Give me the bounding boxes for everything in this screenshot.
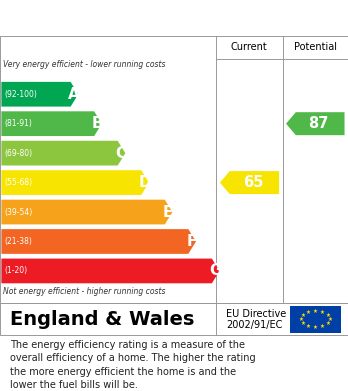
Text: ★: ★ (313, 325, 318, 330)
Text: ★: ★ (306, 310, 310, 314)
Text: ★: ★ (300, 312, 305, 317)
Polygon shape (1, 82, 78, 107)
Text: Very energy efficient - lower running costs: Very energy efficient - lower running co… (3, 60, 166, 69)
Text: ★: ★ (300, 321, 305, 326)
Text: 87: 87 (309, 116, 329, 131)
Text: C: C (116, 145, 127, 161)
Text: G: G (209, 264, 222, 278)
Polygon shape (220, 171, 279, 194)
Text: ★: ★ (313, 308, 318, 314)
Text: (55-68): (55-68) (4, 178, 32, 187)
Text: (69-80): (69-80) (4, 149, 32, 158)
Text: (92-100): (92-100) (4, 90, 37, 99)
Text: (1-20): (1-20) (4, 266, 27, 275)
Text: ★: ★ (325, 312, 330, 317)
Polygon shape (1, 200, 173, 224)
Polygon shape (286, 112, 345, 135)
Text: Current: Current (231, 42, 268, 52)
Text: ★: ★ (325, 321, 330, 326)
Polygon shape (1, 111, 102, 136)
Text: (81-91): (81-91) (4, 119, 32, 128)
Text: F: F (187, 234, 197, 249)
Text: (39-54): (39-54) (4, 208, 32, 217)
Polygon shape (1, 229, 196, 254)
Text: The energy efficiency rating is a measure of the
overall efficiency of a home. T: The energy efficiency rating is a measur… (10, 339, 256, 390)
Text: England & Wales: England & Wales (10, 310, 195, 328)
Text: ★: ★ (320, 310, 325, 314)
Text: EU Directive: EU Directive (226, 309, 286, 319)
Text: A: A (68, 87, 80, 102)
Text: ★: ★ (306, 324, 310, 328)
Polygon shape (1, 141, 125, 165)
Text: D: D (139, 175, 151, 190)
Bar (290, 306, 341, 332)
Text: Potential: Potential (294, 42, 337, 52)
Text: B: B (92, 116, 103, 131)
Polygon shape (1, 258, 220, 283)
Text: ★: ★ (299, 317, 303, 321)
Text: ★: ★ (320, 324, 325, 328)
Text: E: E (163, 204, 173, 219)
Text: Energy Efficiency Rating: Energy Efficiency Rating (10, 11, 232, 25)
Text: Not energy efficient - higher running costs: Not energy efficient - higher running co… (3, 287, 166, 296)
Text: (21-38): (21-38) (4, 237, 32, 246)
Polygon shape (1, 170, 149, 195)
Text: 2002/91/EC: 2002/91/EC (226, 320, 283, 330)
Text: ★: ★ (327, 317, 332, 321)
Text: 65: 65 (243, 175, 263, 190)
